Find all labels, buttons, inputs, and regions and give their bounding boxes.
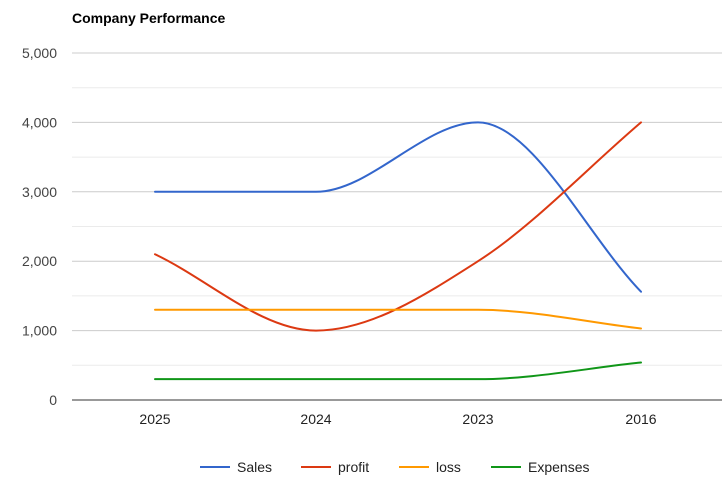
y-tick-label: 5,000 [22,45,57,61]
legend-label: loss [436,459,461,475]
series-line-expenses [154,361,642,381]
legend-label: Sales [237,459,272,475]
legend-label: Expenses [528,459,589,475]
x-tick-label: 2023 [462,411,493,427]
y-tick-label: 1,000 [22,323,57,339]
y-axis-ticks: 0 1,000 2,000 3,000 4,000 5,000 [22,45,57,408]
series-line-profit [154,121,642,332]
series-line-loss [154,308,642,330]
y-tick-label: 2,000 [22,253,57,269]
series-line-sales [154,121,642,293]
chart-title: Company Performance [72,10,226,26]
legend-label: profit [338,459,369,475]
x-tick-label: 2016 [625,411,656,427]
y-tick-label: 0 [49,392,57,408]
x-tick-label: 2024 [300,411,331,427]
gridlines [72,52,722,366]
legend: Sales profit loss Expenses [200,459,589,475]
x-axis-ticks: 2025 2024 2023 2016 [139,411,656,427]
y-tick-label: 4,000 [22,114,57,130]
y-tick-label: 3,000 [22,184,57,200]
series-lines [154,121,642,381]
x-tick-label: 2025 [139,411,170,427]
